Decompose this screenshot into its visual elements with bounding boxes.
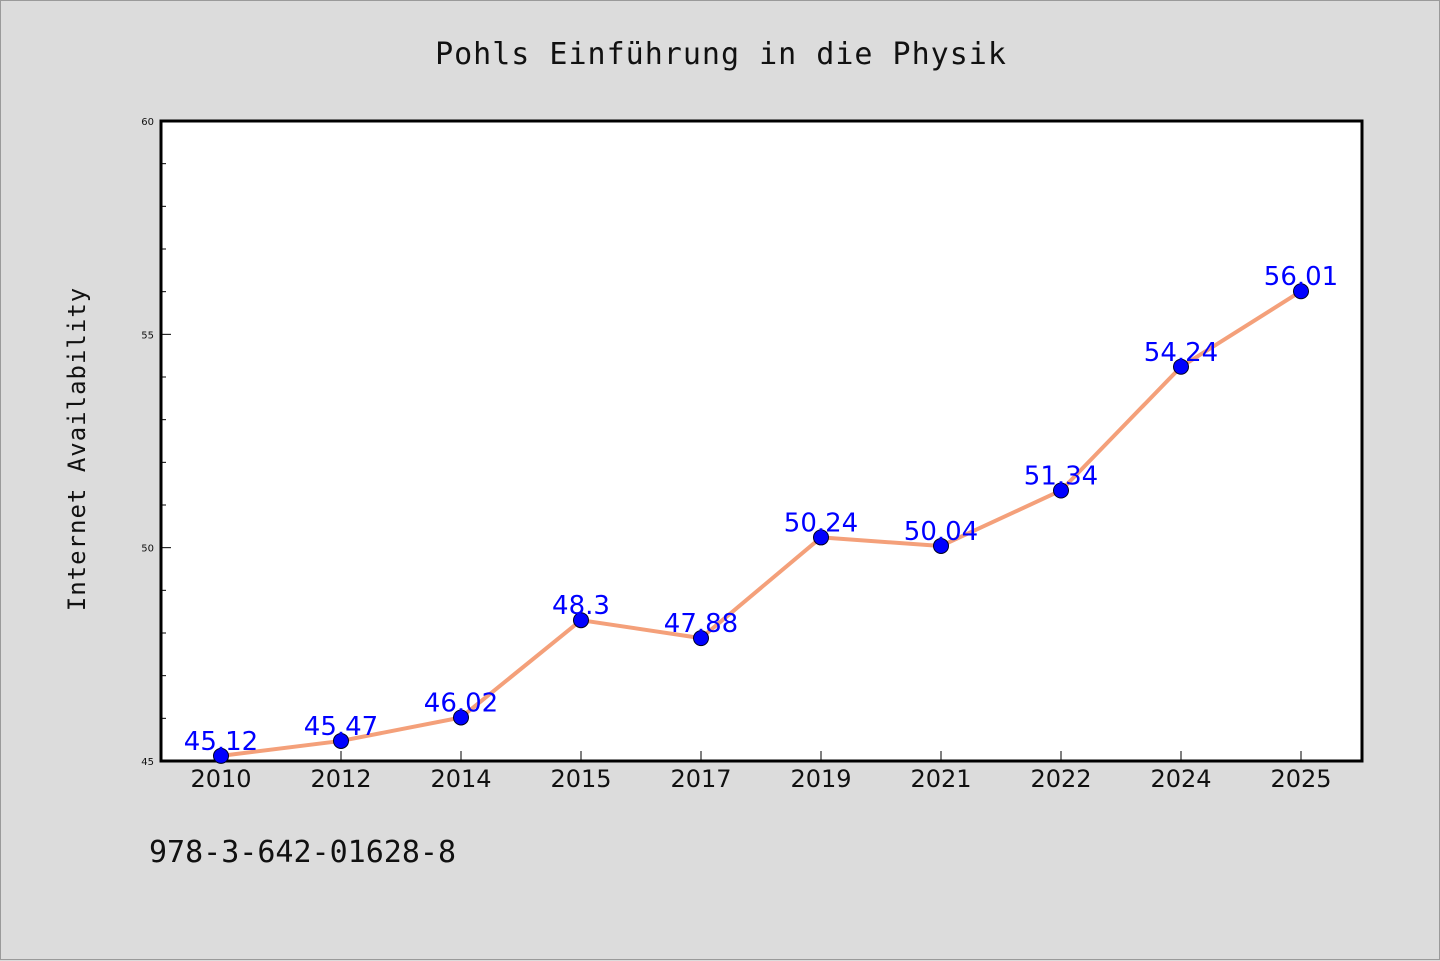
data-label: 54.24 (1144, 338, 1218, 368)
data-label: 50.24 (784, 508, 858, 538)
data-point (1053, 482, 1069, 499)
data-label: 46.02 (424, 688, 498, 718)
x-tick-label: 2015 (550, 765, 611, 793)
data-point (573, 612, 589, 629)
series-line (219, 289, 1303, 758)
x-tick-label: 2022 (1030, 765, 1091, 793)
y-tick-label: 55 (141, 330, 154, 341)
x-tick-label: 2014 (430, 765, 491, 793)
x-tick-label: 2024 (1150, 765, 1211, 793)
data-labels: 45.12 45.47 46.02 48.3 47.88 50.24 50.04 51.34 5… (184, 262, 1338, 757)
x-axis: 2010 2012 2014 2015 2017 2019 2021 2022 2024 2025 (190, 751, 1332, 793)
x-tick-label: 2021 (910, 765, 971, 793)
plot-area (159, 119, 1364, 763)
data-point (1173, 358, 1189, 375)
data-label: 51.34 (1024, 461, 1098, 491)
data-point (213, 747, 229, 764)
x-tick-label: 2017 (670, 765, 731, 793)
data-point (813, 529, 829, 546)
data-label: 50.04 (904, 517, 978, 547)
y-axis-label: Internet Availability (63, 287, 91, 611)
x-tick-label: 2010 (190, 765, 251, 793)
data-label: 56.01 (1264, 262, 1338, 292)
data-label: 48.3 (552, 591, 610, 621)
data-label: 45.12 (184, 727, 258, 757)
isbn-text: 978-3-642-01628-8 (149, 835, 457, 870)
data-label: 45.47 (304, 712, 378, 742)
series-line-group (213, 283, 1309, 764)
data-label: 47.88 (664, 609, 738, 639)
x-tick-label: 2025 (1270, 765, 1331, 793)
y-tick-label: 50 (141, 544, 154, 555)
data-point (453, 709, 469, 726)
data-point (1293, 283, 1309, 300)
x-tick-label: 2012 (310, 765, 371, 793)
y-axis: 45 50 55 60 (141, 117, 171, 768)
data-point (933, 537, 949, 554)
data-point (333, 732, 349, 749)
chart-title: Pohls Einführung in die Physik (435, 37, 1007, 72)
y-tick-label: 60 (141, 117, 154, 128)
x-tick-label: 2019 (790, 765, 851, 793)
y-tick-label: 45 (141, 757, 154, 768)
data-point (693, 630, 709, 647)
